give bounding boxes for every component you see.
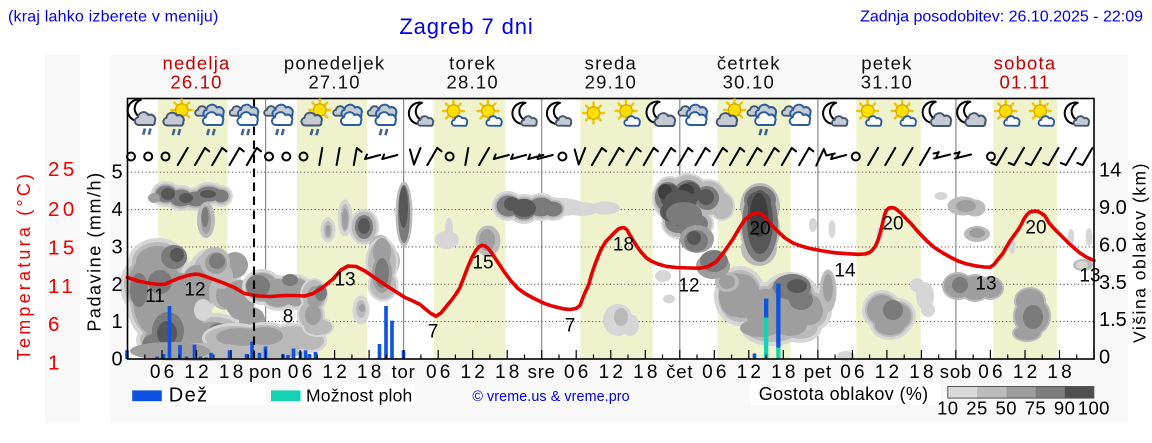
- svg-text:četrtek: četrtek: [717, 53, 781, 74]
- svg-text:18: 18: [1047, 362, 1075, 383]
- svg-text:2: 2: [111, 274, 122, 296]
- svg-text:0: 0: [1099, 347, 1110, 369]
- svg-text:100: 100: [1078, 398, 1110, 419]
- svg-text:Padavine (mm/h): Padavine (mm/h): [85, 171, 105, 331]
- svg-text:50: 50: [996, 398, 1017, 419]
- svg-text:nedelja: nedelja: [162, 53, 230, 74]
- svg-text:11: 11: [145, 286, 165, 307]
- svg-text:0: 0: [111, 349, 122, 371]
- svg-text:18: 18: [909, 362, 937, 383]
- svg-text:sobota: sobota: [994, 53, 1057, 74]
- svg-text:Višina oblakov (km): Višina oblakov (km): [1130, 162, 1150, 343]
- svg-text:3: 3: [111, 236, 122, 258]
- svg-text:pet: pet: [804, 361, 832, 382]
- svg-text:13: 13: [334, 270, 355, 291]
- svg-text:4: 4: [111, 199, 122, 221]
- svg-text:75: 75: [1025, 398, 1046, 419]
- svg-text:30.10: 30.10: [723, 72, 775, 93]
- svg-text:27.10: 27.10: [308, 72, 360, 93]
- svg-text:12: 12: [1013, 362, 1041, 383]
- svg-text:20: 20: [1025, 218, 1046, 239]
- svg-text:12: 12: [737, 362, 765, 383]
- svg-text:7: 7: [565, 316, 576, 337]
- svg-text:12: 12: [322, 362, 350, 383]
- svg-text:Gostota oblakov (%): Gostota oblakov (%): [759, 384, 929, 404]
- svg-text:15: 15: [472, 253, 493, 274]
- svg-text:petek: petek: [861, 53, 912, 74]
- svg-text:18: 18: [219, 362, 247, 383]
- svg-text:sre: sre: [528, 361, 556, 382]
- svg-text:90: 90: [1054, 398, 1075, 419]
- svg-text:18: 18: [495, 362, 523, 383]
- svg-text:1: 1: [111, 311, 122, 333]
- svg-text:25: 25: [48, 158, 78, 181]
- svg-text:10: 10: [937, 398, 958, 419]
- svg-text:06: 06: [702, 362, 730, 383]
- svg-text:12: 12: [184, 280, 205, 301]
- svg-text:06: 06: [288, 362, 316, 383]
- svg-text:tor: tor: [392, 361, 416, 382]
- svg-text:8: 8: [283, 307, 294, 328]
- svg-text:28.10: 28.10: [447, 72, 499, 93]
- svg-text:6.0: 6.0: [1099, 235, 1127, 257]
- svg-text:18: 18: [613, 235, 634, 256]
- svg-text:Temperatura (°C): Temperatura (°C): [14, 171, 34, 360]
- svg-text:(kraj lahko izberete v meniju): (kraj lahko izberete v meniju): [8, 9, 219, 26]
- svg-text:13: 13: [975, 274, 996, 295]
- svg-text:6: 6: [48, 313, 63, 336]
- svg-text:12: 12: [678, 276, 699, 297]
- svg-text:12: 12: [875, 362, 903, 383]
- svg-text:20: 20: [48, 198, 78, 221]
- svg-text:torek: torek: [449, 53, 496, 74]
- svg-text:11: 11: [48, 275, 76, 298]
- svg-text:14: 14: [834, 261, 856, 282]
- svg-text:06: 06: [978, 362, 1006, 383]
- svg-text:20: 20: [882, 214, 903, 235]
- svg-text:7: 7: [428, 322, 439, 343]
- svg-text:pon: pon: [249, 361, 282, 382]
- svg-text:13: 13: [1079, 266, 1100, 287]
- svg-text:ponedeljek: ponedeljek: [284, 53, 386, 74]
- svg-text:Dež: Dež: [169, 385, 209, 407]
- svg-text:12: 12: [599, 362, 627, 383]
- svg-text:06: 06: [150, 362, 178, 383]
- svg-text:06: 06: [564, 362, 592, 383]
- svg-text:31.10: 31.10: [861, 72, 913, 93]
- svg-text:Zadnja posodobitev: 26.10.2025: Zadnja posodobitev: 26.10.2025 - 22:09: [860, 9, 1143, 26]
- svg-text:sob: sob: [940, 361, 972, 382]
- svg-text:20: 20: [749, 219, 770, 240]
- svg-text:sreda: sreda: [585, 53, 637, 74]
- svg-text:18: 18: [633, 362, 661, 383]
- svg-text:9.0: 9.0: [1099, 197, 1127, 219]
- svg-text:čet: čet: [666, 361, 693, 382]
- svg-text:12: 12: [461, 362, 489, 383]
- svg-text:01.11: 01.11: [1000, 72, 1051, 93]
- svg-text:Možnost ploh: Možnost ploh: [306, 386, 413, 406]
- svg-text:18: 18: [357, 362, 385, 383]
- svg-text:25: 25: [966, 398, 987, 419]
- svg-text:06: 06: [840, 362, 868, 383]
- svg-text:29.10: 29.10: [585, 72, 637, 93]
- svg-text:06: 06: [426, 362, 454, 383]
- svg-text:5: 5: [111, 162, 122, 184]
- svg-text:18: 18: [771, 362, 799, 383]
- svg-text:1: 1: [48, 352, 63, 375]
- svg-text:15: 15: [48, 236, 78, 259]
- svg-text:Zagreb 7 dni: Zagreb 7 dni: [399, 14, 533, 39]
- svg-text:26.10: 26.10: [170, 72, 222, 93]
- svg-text:12: 12: [184, 362, 212, 383]
- svg-text:14: 14: [1099, 160, 1121, 182]
- svg-text:© vreme.us & vreme.pro: © vreme.us & vreme.pro: [472, 389, 629, 405]
- svg-text:1.5: 1.5: [1099, 309, 1127, 331]
- svg-text:3.5: 3.5: [1099, 272, 1127, 294]
